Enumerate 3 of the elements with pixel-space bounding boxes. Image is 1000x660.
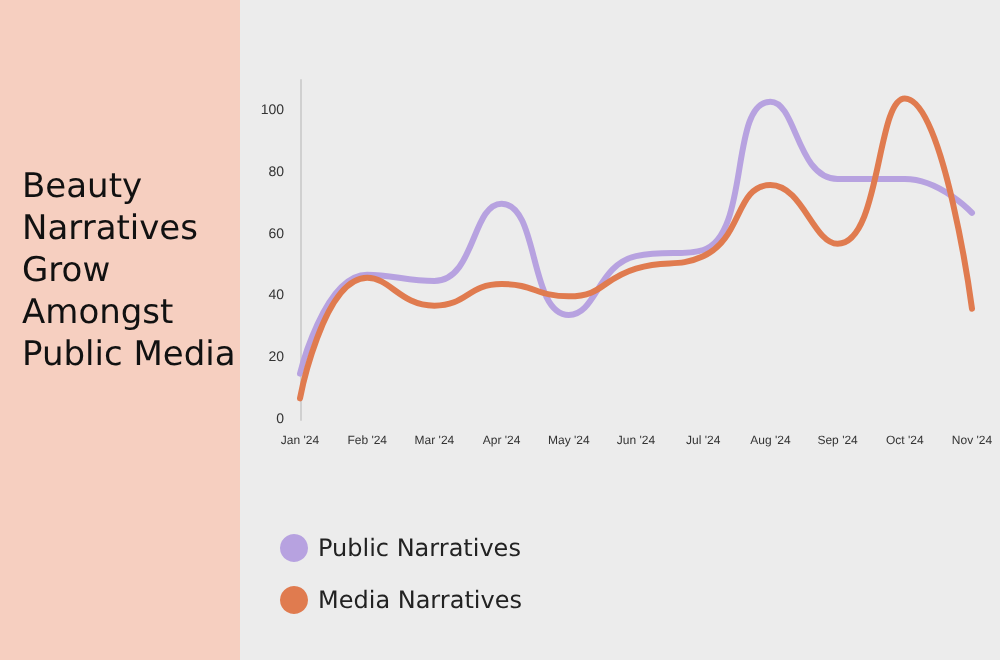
legend-label: Public Narratives xyxy=(318,534,521,562)
text: Beauty Narratives Grow Amongst Public Media xyxy=(22,167,236,375)
legend-label: Media Narratives xyxy=(318,586,522,614)
